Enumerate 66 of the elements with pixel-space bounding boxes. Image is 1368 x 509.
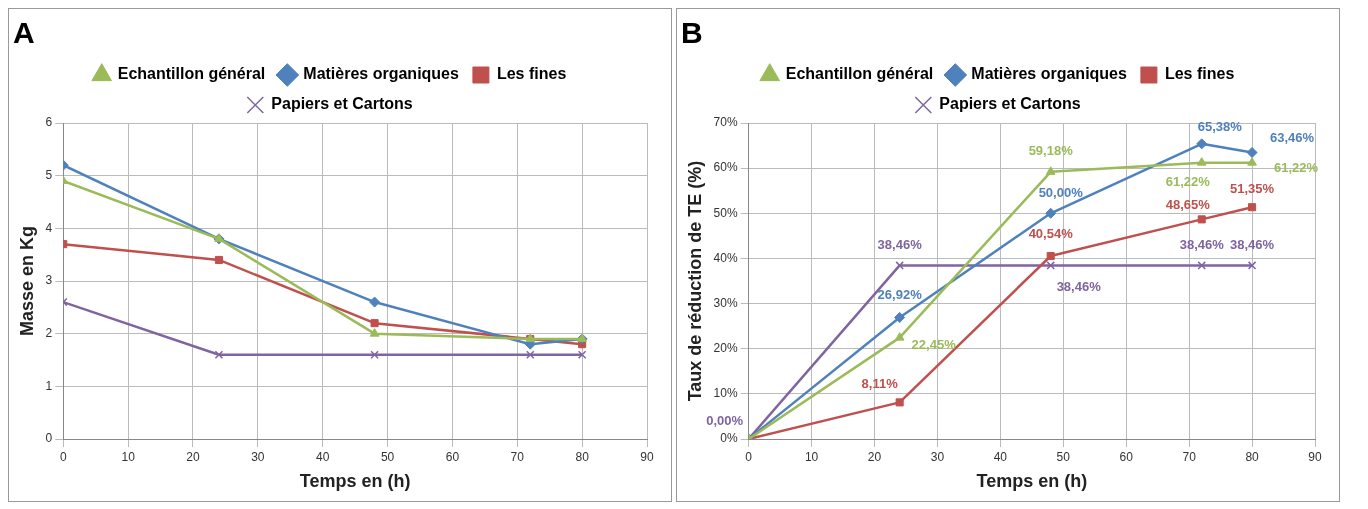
x-tick-label: 60 [445,449,460,464]
x-tick-label: 80 [1245,449,1260,464]
data-label: 51,35% [1230,180,1275,196]
data-label: 38,46% [1056,278,1102,294]
legend-label: Matières organiques [971,65,1128,83]
y-axis-title: Taux de réduction de TE (%) [684,160,705,402]
x-tick-label: 60 [1119,449,1134,464]
data-label: 38,46% [1230,236,1275,252]
y-tick-label: 1 [45,378,53,393]
legend-label: Echantillon général [117,65,266,83]
data-label: 26,92% [877,287,923,303]
legend-label: Echantillon général [785,65,934,83]
data-label: 50,00% [1038,184,1084,200]
x-tick-label: 0 [745,449,753,464]
data-label: 40,54% [1028,225,1074,241]
legend-label: Matières organiques [303,65,460,83]
data-label: 0,00% [706,412,744,428]
y-tick-label: 60% [713,160,738,175]
legend-label: Papiers et Cartons [939,95,1081,113]
data-label: 48,65% [1165,196,1211,212]
y-tick-label: 50% [713,205,738,220]
data-label: 8,11% [861,375,899,391]
x-tick-label: 0 [59,449,67,464]
x-tick-label: 30 [930,449,945,464]
data-label: 38,46% [877,236,923,252]
x-tick-label: 30 [251,449,265,464]
data-label: 22,45% [911,337,957,353]
y-tick-label: 10% [713,386,738,401]
chart-title: A [13,16,35,50]
x-axis-title: Temps en (h) [976,471,1088,492]
legend-label: Papiers et Cartons [271,95,413,113]
data-label: 61,22% [1165,174,1211,190]
y-tick-label: 2 [45,325,53,340]
y-axis-title: Masse en Kg [16,225,37,337]
x-tick-label: 50 [1056,449,1071,464]
x-tick-label: 20 [186,449,200,464]
data-label: 63,46% [1270,130,1315,146]
data-label: 61,22% [1274,160,1319,176]
x-tick-label: 40 [993,449,1008,464]
x-tick-label: 70 [1182,449,1197,464]
x-axis-title: Temps en (h) [299,471,411,492]
x-tick-label: 20 [867,449,882,464]
y-tick-label: 40% [713,250,738,265]
y-tick-label: 0% [720,431,738,446]
x-tick-label: 50 [380,449,395,464]
y-tick-label: 20% [713,341,738,356]
y-tick-label: 6 [45,115,53,130]
x-tick-label: 90 [1308,449,1322,464]
data-label: 65,38% [1197,119,1243,135]
x-tick-label: 40 [316,449,330,464]
x-tick-label: 10 [121,449,136,464]
x-tick-label: 80 [575,449,590,464]
x-tick-label: 10 [804,449,819,464]
y-tick-label: 70% [713,115,738,130]
y-tick-label: 5 [45,167,53,182]
chart-title: B [681,16,703,50]
legend-label: Les fines [1164,65,1235,83]
y-tick-label: 3 [45,273,53,288]
data-label: 38,46% [1179,236,1225,252]
y-tick-label: 30% [713,295,738,310]
data-label: 59,18% [1028,143,1074,159]
y-tick-label: 4 [45,220,53,235]
legend-label: Les fines [496,65,567,83]
x-tick-label: 90 [640,449,654,464]
x-tick-label: 70 [510,449,525,464]
y-tick-label: 0 [45,431,53,446]
